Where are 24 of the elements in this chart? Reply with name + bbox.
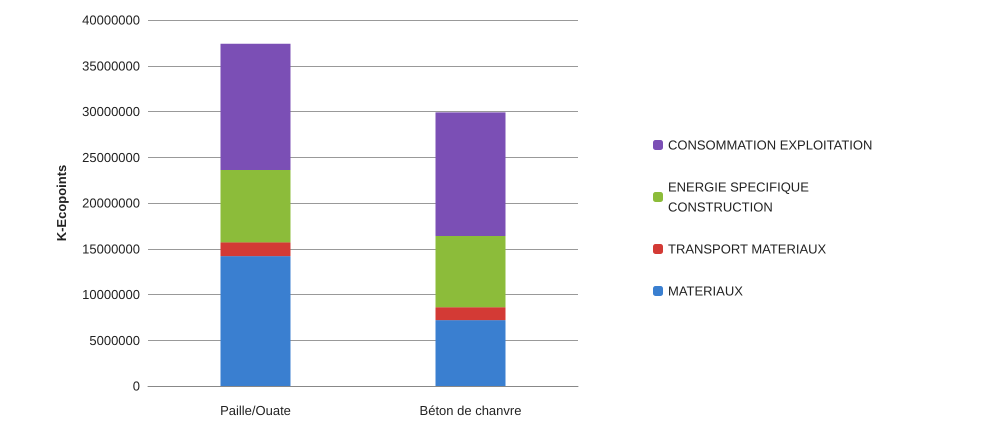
bar xyxy=(436,320,506,386)
legend-label: CONSOMMATION EXPLOITATION xyxy=(668,138,872,152)
bar xyxy=(220,170,290,242)
y-tick-label: 5000000 xyxy=(89,332,140,348)
legend-label: MATERIAUX xyxy=(668,284,744,298)
y-tick-label: 25000000 xyxy=(82,150,140,165)
bar xyxy=(220,256,290,386)
x-tick-label: Béton de chanvre xyxy=(420,403,522,418)
y-tick-label: 20000000 xyxy=(82,196,140,210)
y-tick-label: 0 xyxy=(132,378,140,394)
bar xyxy=(220,44,290,170)
y-tick-label: 35000000 xyxy=(82,58,140,74)
bar xyxy=(220,242,290,256)
legend-label: ENERGIE SPECIFIQUE CONSTRUCTION xyxy=(668,180,810,214)
bar xyxy=(436,112,506,236)
y-tick-label: 15000000 xyxy=(82,241,140,256)
y-tick-label: 40000000 xyxy=(82,12,140,28)
x-tick-label: Paille/Ouate xyxy=(220,403,291,418)
y-axis-title: K-Ecopoints xyxy=(54,164,69,242)
y-tick-label: 30000000 xyxy=(82,104,140,119)
bar xyxy=(436,307,506,320)
bar xyxy=(436,236,506,308)
y-tick-label: 10000000 xyxy=(82,287,140,302)
legend-label: TRANSPORT MATERIAUX xyxy=(668,242,827,256)
